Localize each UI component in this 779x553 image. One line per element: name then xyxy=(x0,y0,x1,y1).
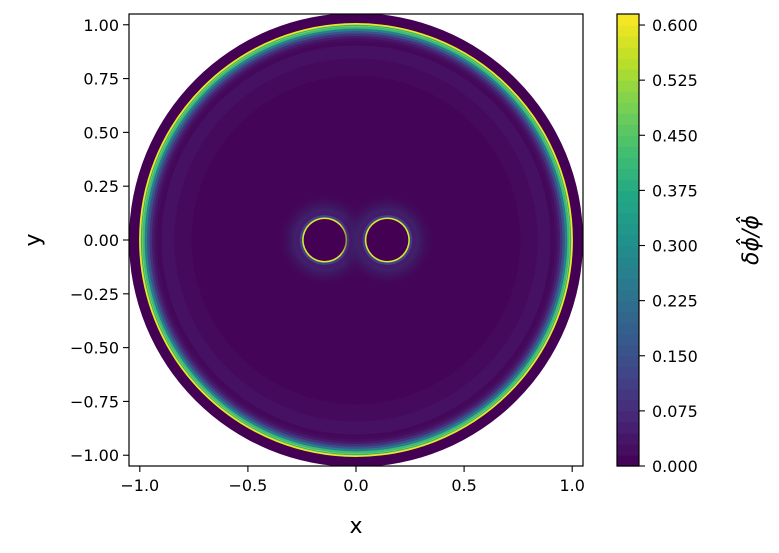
colorbar-band xyxy=(617,322,639,335)
colorbar-band xyxy=(617,91,639,103)
colorbar-band xyxy=(617,36,639,48)
colorbar-band xyxy=(617,190,639,203)
contour-field xyxy=(129,14,583,466)
y-axis-label: y xyxy=(21,233,46,246)
colorbar-band xyxy=(617,146,639,158)
hole-interior xyxy=(303,218,346,262)
colorbar-band xyxy=(617,399,639,412)
colorbar-band xyxy=(617,410,639,423)
colorbar-band xyxy=(617,256,639,269)
colorbar: 0.000 0.075 0.150 0.225 0.300 0.375 0.450 0.525… xyxy=(616,13,764,476)
colorbar-band xyxy=(617,135,639,147)
colorbar-band xyxy=(617,311,639,324)
colorbar-tick-label: 0.075 xyxy=(652,402,698,421)
colorbar-band xyxy=(617,245,639,258)
x-tick-label: 0.5 xyxy=(451,476,476,495)
colorbar-band xyxy=(617,47,639,59)
colorbar-band xyxy=(617,300,639,313)
colorbar-band xyxy=(617,377,639,390)
colorbar-band xyxy=(617,14,639,26)
colorbar-band xyxy=(617,113,639,125)
colorbar-band xyxy=(617,212,639,225)
colorbar-band xyxy=(617,333,639,346)
colorbar-band xyxy=(617,58,639,70)
y-tick-label: 0.50 xyxy=(83,123,119,142)
colorbar-tick-label: 0.225 xyxy=(652,292,698,311)
x-tick-label: 1.0 xyxy=(559,476,584,495)
y-tick-label: −1.00 xyxy=(70,446,119,465)
y-tick-label: 0.00 xyxy=(83,231,119,250)
colorbar-tick-label: 0.150 xyxy=(652,347,698,366)
colorbar-band xyxy=(617,201,639,214)
x-tick-label: 0.0 xyxy=(343,476,368,495)
colorbar-ticks: 0.000 0.075 0.150 0.225 0.300 0.375 0.450 0.525… xyxy=(639,16,698,476)
colorbar-label: δϕ̂/ϕ̂ xyxy=(737,215,764,265)
colorbar-bands xyxy=(617,14,639,467)
colorbar-band xyxy=(617,102,639,114)
colorbar-band xyxy=(617,278,639,291)
colorbar-band xyxy=(617,344,639,357)
y-tick-label: 0.75 xyxy=(83,70,119,89)
x-tick-label: −1.0 xyxy=(120,476,159,495)
colorbar-tick-label: 0.525 xyxy=(652,71,698,90)
colorbar-band xyxy=(617,223,639,236)
y-axis: −1.00 −0.75 −0.50 −0.25 0.00 0.25 0.50 0.75 1.00 xyxy=(70,16,129,465)
x-axis: −1.0 −0.5 0.0 0.5 1.0 xyxy=(120,466,585,495)
colorbar-band xyxy=(617,267,639,280)
colorbar-band xyxy=(617,289,639,302)
colorbar-frame xyxy=(616,13,640,467)
x-axis-label: x xyxy=(349,514,362,539)
colorbar-tick-label: 0.600 xyxy=(652,16,698,35)
colorbar-band xyxy=(617,388,639,401)
colorbar-band xyxy=(617,179,639,191)
y-tick-label: −0.50 xyxy=(70,339,119,358)
colorbar-band xyxy=(617,432,639,445)
x-tick-label: −0.5 xyxy=(228,476,267,495)
colorbar-tick-label: 0.450 xyxy=(652,126,698,145)
colorbar-band xyxy=(617,454,639,467)
y-tick-label: −0.75 xyxy=(70,392,119,411)
y-tick-label: −0.25 xyxy=(70,285,119,304)
colorbar-band xyxy=(617,355,639,368)
colorbar-band xyxy=(617,69,639,81)
colorbar-band xyxy=(617,80,639,92)
colorbar-tick-label: 0.375 xyxy=(652,181,698,200)
colorbar-tick-label: 0.300 xyxy=(652,237,698,256)
colorbar-band xyxy=(617,443,639,456)
colorbar-tick-label: 0.000 xyxy=(652,457,698,476)
colorbar-band xyxy=(617,168,639,180)
colorbar-band xyxy=(617,157,639,169)
hole-interior xyxy=(366,218,409,262)
colorbar-band xyxy=(617,124,639,136)
y-tick-label: 0.25 xyxy=(83,177,119,196)
colorbar-band xyxy=(617,25,639,37)
colorbar-band xyxy=(617,234,639,247)
plot-area xyxy=(129,14,583,466)
colorbar-band xyxy=(617,366,639,379)
boundary-rim-inner xyxy=(140,24,572,456)
colorbar-band xyxy=(617,421,639,434)
y-tick-label: 1.00 xyxy=(83,16,119,35)
boundary-peak-rim xyxy=(139,23,573,457)
